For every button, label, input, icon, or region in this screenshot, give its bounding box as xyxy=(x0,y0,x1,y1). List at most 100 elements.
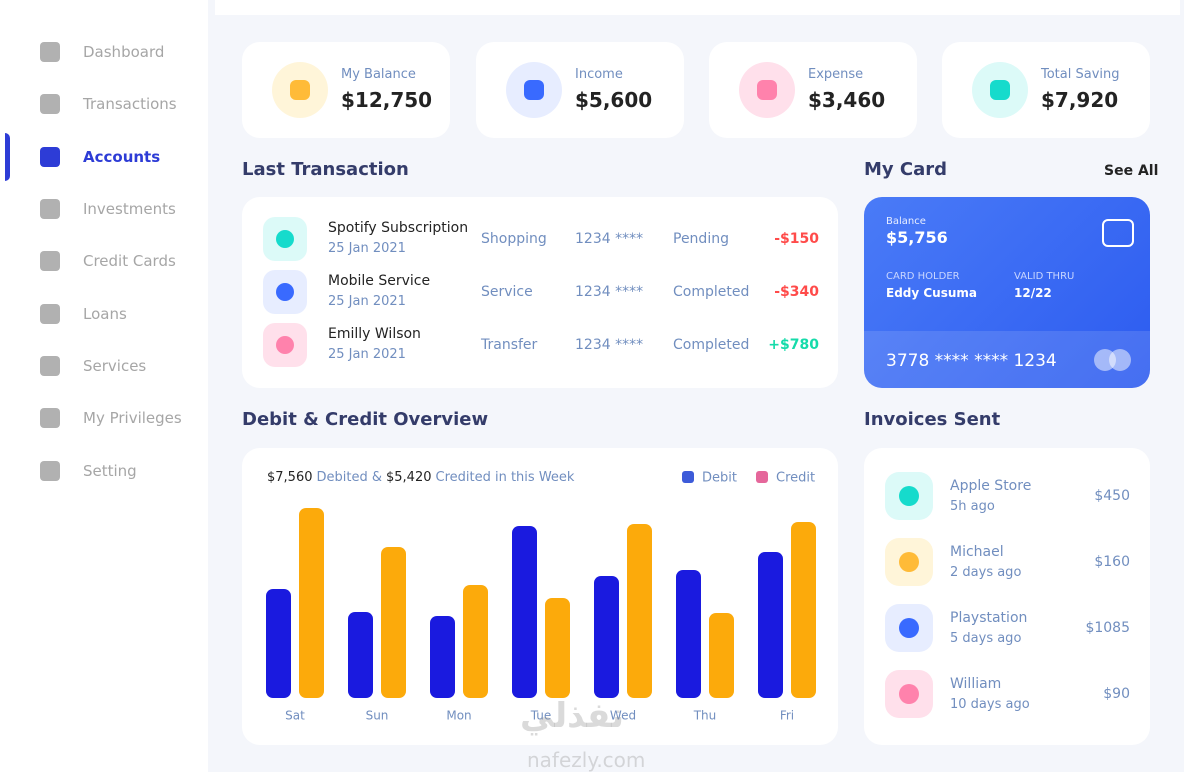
watermark: نفذلي xyxy=(520,696,625,736)
invoice-time: 2 days ago xyxy=(950,565,1022,580)
x-tick-label: Sun xyxy=(366,709,389,723)
section-title: Debit & Credit Overview xyxy=(242,409,489,430)
card-balance-label: Balance xyxy=(886,216,926,227)
nav-item[interactable]: Transactions xyxy=(83,95,177,113)
section-title: Last Transaction xyxy=(242,159,409,180)
section-title: Invoices Sent xyxy=(864,409,1001,430)
watermark: nafezly.com xyxy=(527,748,646,772)
invoice-amount: $90 xyxy=(1103,686,1130,702)
nav-item[interactable]: My Privileges xyxy=(83,409,182,427)
invoice-icon xyxy=(899,486,919,506)
stat-value: $5,600 xyxy=(575,88,653,112)
nav-icon xyxy=(40,461,60,481)
bar xyxy=(676,570,701,698)
nav-icon xyxy=(40,199,60,219)
nav-item[interactable]: Services xyxy=(83,357,147,375)
bar xyxy=(512,526,537,698)
chart-summary: $7,560 Debited & $5,420 Credited in this We… xyxy=(267,468,578,488)
x-tick-label: Mon xyxy=(446,709,471,723)
legend-swatch xyxy=(756,471,768,483)
chip-icon xyxy=(1102,219,1134,247)
transaction-icon xyxy=(276,230,294,248)
legend-label: Debit xyxy=(702,471,737,486)
nav-icon xyxy=(40,356,60,376)
stat-label: Expense xyxy=(808,67,864,82)
transaction-card: 1234 **** xyxy=(575,231,644,247)
x-tick-label: Fri xyxy=(780,709,794,723)
nav-icon xyxy=(40,408,60,428)
invoice-time: 10 days ago xyxy=(950,697,1030,712)
nav-item[interactable]: Loans xyxy=(83,305,127,323)
nav-icon xyxy=(40,304,60,324)
transaction-status: Completed xyxy=(673,337,750,353)
stat-icon xyxy=(757,80,777,100)
nav-item[interactable]: Dashboard xyxy=(83,43,165,61)
invoice-icon xyxy=(899,552,919,572)
invoice-name: Michael xyxy=(950,544,1004,560)
summary-part: $5,420 xyxy=(386,470,432,485)
x-tick-label: Tue xyxy=(530,709,552,723)
stat-icon xyxy=(524,80,544,100)
active-indicator xyxy=(5,133,10,181)
bar xyxy=(463,585,488,698)
bar xyxy=(791,522,816,698)
card-valid: 12/22 xyxy=(1014,286,1052,300)
invoice-icon xyxy=(899,618,919,638)
nav-item[interactable]: Setting xyxy=(83,462,137,480)
card-holder-label: CARD HOLDER xyxy=(886,271,960,282)
transactions-card xyxy=(242,197,838,388)
transaction-date: 25 Jan 2021 xyxy=(328,347,406,362)
nav-item[interactable]: Credit Cards xyxy=(83,252,176,270)
x-tick-label: Thu xyxy=(693,709,717,723)
summary-part: Credited in this Week xyxy=(435,470,575,485)
x-tick-label: Sat xyxy=(285,709,305,723)
invoice-name: Apple Store xyxy=(950,478,1032,494)
legend-swatch xyxy=(682,471,694,483)
nav-icon xyxy=(40,251,60,271)
invoice-amount: $1085 xyxy=(1085,620,1130,636)
card-logo xyxy=(1109,349,1131,371)
see-all-link[interactable]: See All xyxy=(1104,163,1159,179)
bar xyxy=(709,613,734,698)
stat-label: Income xyxy=(575,67,623,82)
bar xyxy=(348,612,373,698)
card-valid-label: VALID THRU xyxy=(1014,271,1075,282)
transaction-amount: -$150 xyxy=(774,231,819,247)
stat-label: My Balance xyxy=(341,67,416,82)
transaction-amount: +$780 xyxy=(768,337,819,353)
bar xyxy=(758,552,783,698)
transaction-category: Transfer xyxy=(481,337,538,353)
transaction-card: 1234 **** xyxy=(575,337,644,353)
card-number: 3778 **** **** 1234 xyxy=(886,351,1057,371)
nav-icon xyxy=(40,147,60,167)
invoice-time: 5h ago xyxy=(950,499,995,514)
stat-icon xyxy=(290,80,310,100)
credit-card[interactable] xyxy=(864,197,1150,388)
invoice-time: 5 days ago xyxy=(950,631,1022,646)
invoice-name: Playstation xyxy=(950,610,1028,626)
nav-item[interactable]: Investments xyxy=(83,200,176,218)
invoice-name: William xyxy=(950,676,1002,692)
bar xyxy=(266,589,291,698)
section-title: My Card xyxy=(864,159,948,180)
transaction-amount: -$340 xyxy=(774,284,819,300)
bar xyxy=(594,576,619,698)
summary-part: $7,560 xyxy=(267,470,313,485)
stat-value: $7,920 xyxy=(1041,88,1119,112)
transaction-card: 1234 **** xyxy=(575,284,644,300)
bar xyxy=(299,508,324,698)
nav-icon xyxy=(40,42,60,62)
top-bar xyxy=(215,0,1180,15)
chart-card xyxy=(242,448,838,745)
stat-value: $3,460 xyxy=(808,88,886,112)
chart: Debit Credit Sat Sun Mon Tue Wed Thu Fri xyxy=(266,471,816,723)
nav-item[interactable]: Accounts xyxy=(83,148,161,166)
nav-icon xyxy=(40,94,60,114)
invoice-amount: $450 xyxy=(1094,488,1130,504)
bar xyxy=(545,598,570,698)
transaction-status: Pending xyxy=(673,231,729,247)
transaction-category: Service xyxy=(481,284,533,300)
bar xyxy=(627,524,652,698)
stat-icon xyxy=(990,80,1010,100)
invoice-amount: $160 xyxy=(1094,554,1130,570)
